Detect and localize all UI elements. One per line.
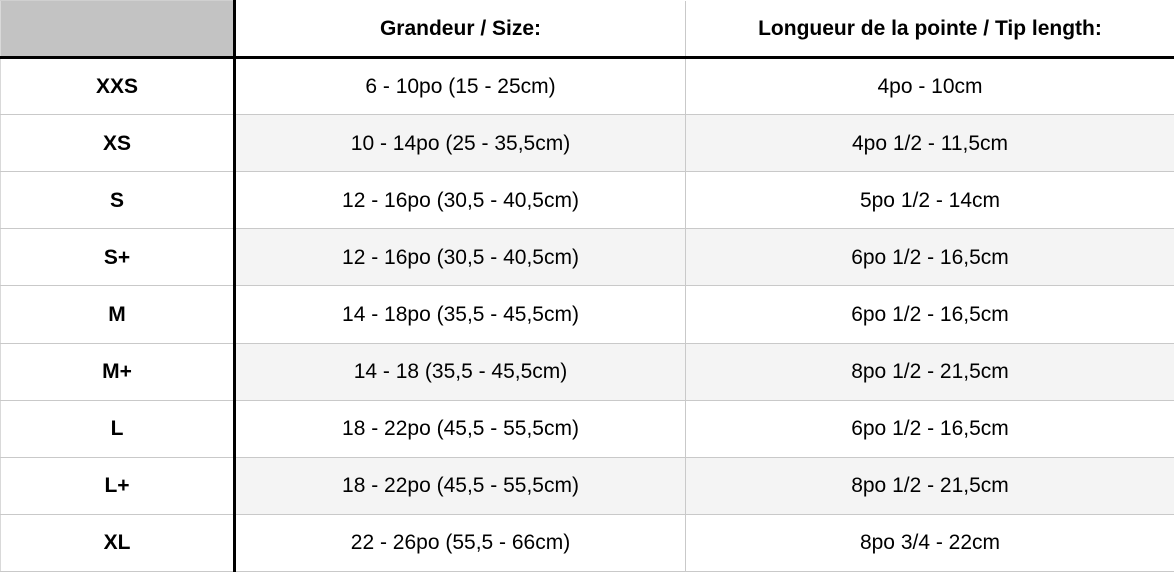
table-row: M+ 14 - 18 (35,5 - 45,5cm) 8po 1/2 - 21,5c… bbox=[0, 343, 1174, 401]
cell-length: 12 - 16po (30,5 - 40,5cm) bbox=[234, 228, 686, 287]
table-row: S+ 12 - 16po (30,5 - 40,5cm) 6po 1/2 - 16,… bbox=[0, 228, 1174, 287]
cell-size: XXS bbox=[0, 57, 236, 116]
cell-length: 14 - 18po (35,5 - 45,5cm) bbox=[234, 285, 686, 344]
cell-tip-length: 5po 1/2 - 14cm bbox=[685, 171, 1174, 230]
cell-length: 14 - 18 (35,5 - 45,5cm) bbox=[234, 343, 686, 401]
cell-length: 18 - 22po (45,5 - 55,5cm) bbox=[234, 457, 686, 515]
cell-tip-length: 8po 3/4 - 22cm bbox=[685, 514, 1174, 572]
header-cell-tip-length: Longueur de la pointe / Tip length: bbox=[685, 0, 1174, 59]
cell-size: L bbox=[0, 400, 236, 458]
cell-size: XL bbox=[0, 514, 236, 572]
cell-tip-length: 8po 1/2 - 21,5cm bbox=[685, 457, 1174, 515]
table-row: M 14 - 18po (35,5 - 45,5cm) 6po 1/2 - 16,5… bbox=[0, 285, 1174, 344]
table-row: S 12 - 16po (30,5 - 40,5cm) 5po 1/2 - 14cm bbox=[0, 171, 1174, 230]
cell-tip-length: 6po 1/2 - 16,5cm bbox=[685, 400, 1174, 458]
header-cell-length: Grandeur / Size: bbox=[234, 0, 686, 59]
table-row: L 18 - 22po (45,5 - 55,5cm) 6po 1/2 - 16,5… bbox=[0, 400, 1174, 458]
cell-tip-length: 6po 1/2 - 16,5cm bbox=[685, 285, 1174, 344]
table-row: L+ 18 - 22po (45,5 - 55,5cm) 8po 1/2 - 21,… bbox=[0, 457, 1174, 515]
cell-length: 22 - 26po (55,5 - 66cm) bbox=[234, 514, 686, 572]
table-row: XS 10 - 14po (25 - 35,5cm) 4po 1/2 - 11,5c… bbox=[0, 114, 1174, 173]
cell-length: 10 - 14po (25 - 35,5cm) bbox=[234, 114, 686, 173]
cell-tip-length: 4po 1/2 - 11,5cm bbox=[685, 114, 1174, 173]
cell-size: S bbox=[0, 171, 236, 230]
cell-size: M+ bbox=[0, 343, 236, 401]
header-cell-size bbox=[0, 0, 236, 59]
table-row: XL 22 - 26po (55,5 - 66cm) 8po 3/4 - 22cm bbox=[0, 514, 1174, 572]
cell-length: 12 - 16po (30,5 - 40,5cm) bbox=[234, 171, 686, 230]
cell-length: 18 - 22po (45,5 - 55,5cm) bbox=[234, 400, 686, 458]
cell-tip-length: 6po 1/2 - 16,5cm bbox=[685, 228, 1174, 287]
header-row: Grandeur / Size: Longueur de la pointe /… bbox=[0, 0, 1174, 59]
cell-length: 6 - 10po (15 - 25cm) bbox=[234, 57, 686, 116]
cell-size: L+ bbox=[0, 457, 236, 515]
table-row: XXS 6 - 10po (15 - 25cm) 4po - 10cm bbox=[0, 57, 1174, 116]
cell-tip-length: 8po 1/2 - 21,5cm bbox=[685, 343, 1174, 401]
cell-size: XS bbox=[0, 114, 236, 173]
table-body: XXS 6 - 10po (15 - 25cm) 4po - 10cm XS 10 - … bbox=[0, 57, 1174, 572]
cell-tip-length: 4po - 10cm bbox=[685, 57, 1174, 116]
cell-size: S+ bbox=[0, 228, 236, 287]
cell-size: M bbox=[0, 285, 236, 344]
table-header: Grandeur / Size: Longueur de la pointe /… bbox=[0, 0, 1174, 59]
